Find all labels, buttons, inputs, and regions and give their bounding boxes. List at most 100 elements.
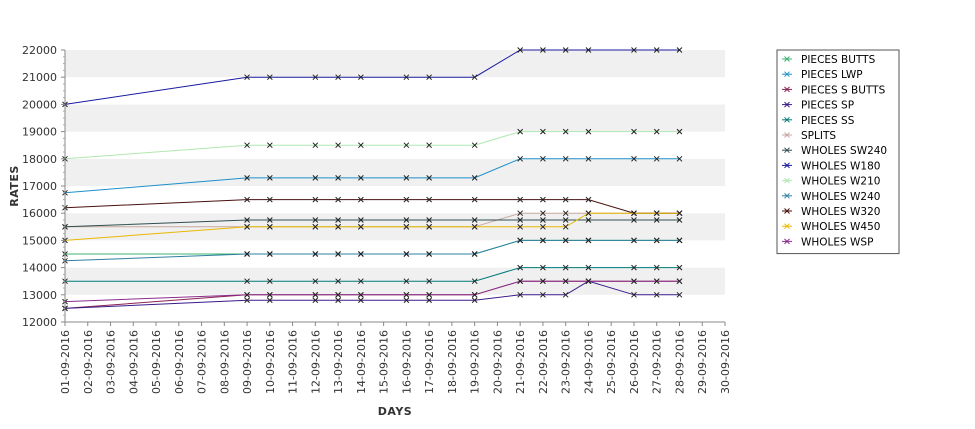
- data-point: [517, 291, 524, 298]
- data-point: [676, 291, 683, 298]
- x-tick-label: 05-09-2016: [150, 330, 163, 394]
- data-point: [426, 217, 432, 223]
- data-point: [471, 251, 478, 257]
- x-tick-label: 03-09-2016: [105, 330, 118, 394]
- data-point: [562, 223, 569, 230]
- data-point: [335, 174, 341, 181]
- series-pieces-sp: [62, 278, 683, 312]
- data-point: [426, 74, 432, 81]
- data-point: [653, 210, 660, 217]
- x-tick-label: 13-09-2016: [332, 330, 345, 394]
- data-point: [540, 128, 546, 135]
- data-point: [358, 223, 364, 230]
- series-pieces-lwp: [62, 155, 683, 196]
- data-point: [403, 223, 410, 230]
- data-point: [540, 264, 546, 271]
- data-point: [562, 210, 569, 217]
- x-tick-label: 15-09-2016: [378, 330, 391, 394]
- data-point: [653, 217, 660, 223]
- x-tick-label: 01-09-2016: [59, 330, 72, 394]
- data-point: [676, 264, 683, 271]
- data-point: [540, 291, 546, 298]
- legend-item: WHOLES WSP: [782, 236, 873, 248]
- data-point: [358, 196, 364, 203]
- data-point: [426, 251, 432, 257]
- y-tick-label: 20000: [22, 98, 57, 111]
- legend-label: WHOLES W240: [801, 191, 880, 203]
- x-tick-label: 09-09-2016: [241, 330, 254, 394]
- grid-band: [65, 104, 725, 132]
- data-point: [266, 278, 273, 285]
- x-tick-label: 18-09-2016: [446, 330, 459, 394]
- legend-label: WHOLES WSP: [801, 236, 873, 248]
- y-tick-label: 12000: [22, 316, 57, 329]
- data-point: [585, 47, 592, 53]
- data-point: [312, 251, 319, 257]
- series-line: [64, 199, 680, 214]
- data-point: [562, 196, 569, 203]
- data-point: [471, 278, 478, 285]
- data-point: [676, 155, 683, 162]
- data-point: [403, 297, 410, 304]
- series-wholes-w450: [62, 210, 683, 244]
- data-point: [471, 297, 478, 304]
- series-line: [64, 219, 680, 228]
- data-point: [312, 142, 319, 149]
- data-point: [266, 297, 273, 304]
- grid-band: [65, 294, 725, 322]
- data-point: [676, 237, 683, 244]
- x-tick-label: 11-09-2016: [287, 330, 300, 394]
- data-point: [403, 142, 410, 149]
- data-point: [312, 291, 319, 298]
- data-point: [266, 142, 273, 149]
- data-point: [244, 142, 250, 149]
- data-point: [540, 47, 546, 53]
- legend-item: PIECES LWP: [782, 69, 863, 81]
- data-point: [562, 128, 569, 135]
- data-point: [358, 291, 364, 298]
- x-tick-label: 23-09-2016: [560, 330, 573, 394]
- data-point: [676, 217, 683, 223]
- data-point: [517, 47, 524, 53]
- data-point: [585, 128, 592, 135]
- data-point: [653, 291, 660, 298]
- x-tick-label: 16-09-2016: [400, 330, 413, 394]
- series-wholes-sw240: [62, 217, 683, 230]
- data-point: [403, 278, 410, 285]
- data-point: [426, 223, 432, 230]
- y-tick-label: 15000: [22, 234, 57, 247]
- series-line: [64, 49, 680, 105]
- legend-label: WHOLES W450: [801, 221, 880, 233]
- data-point: [335, 278, 341, 285]
- data-point: [631, 210, 637, 217]
- legend-label: SPLITS: [801, 130, 836, 142]
- data-point: [562, 155, 569, 162]
- x-tick-label: 12-09-2016: [309, 330, 322, 394]
- data-point: [358, 74, 364, 81]
- data-point: [653, 47, 660, 53]
- series-wholes-w240: [62, 237, 683, 264]
- data-point: [585, 264, 592, 271]
- data-point: [540, 217, 546, 223]
- series-line: [65, 267, 680, 282]
- x-tick-label: 19-09-2016: [469, 330, 482, 394]
- data-point: [471, 291, 478, 298]
- data-point: [676, 128, 683, 135]
- y-tick-label: 16000: [22, 207, 57, 220]
- data-point: [358, 251, 364, 257]
- grid-band: [65, 158, 725, 186]
- legend-item: PIECES SP: [782, 100, 854, 112]
- data-point: [585, 217, 592, 223]
- legend-label: WHOLES W180: [801, 160, 880, 172]
- data-point: [358, 278, 364, 285]
- series-wholes-wsp: [62, 278, 683, 305]
- data-point: [244, 74, 250, 81]
- data-point: [403, 174, 410, 181]
- x-tick-label: 17-09-2016: [423, 330, 436, 394]
- data-point: [585, 237, 592, 244]
- legend-item: WHOLES W320: [782, 206, 880, 218]
- data-point: [517, 264, 524, 271]
- data-point: [426, 174, 432, 181]
- x-tick-label: 04-09-2016: [127, 330, 140, 394]
- legend-item: PIECES SS: [782, 115, 855, 127]
